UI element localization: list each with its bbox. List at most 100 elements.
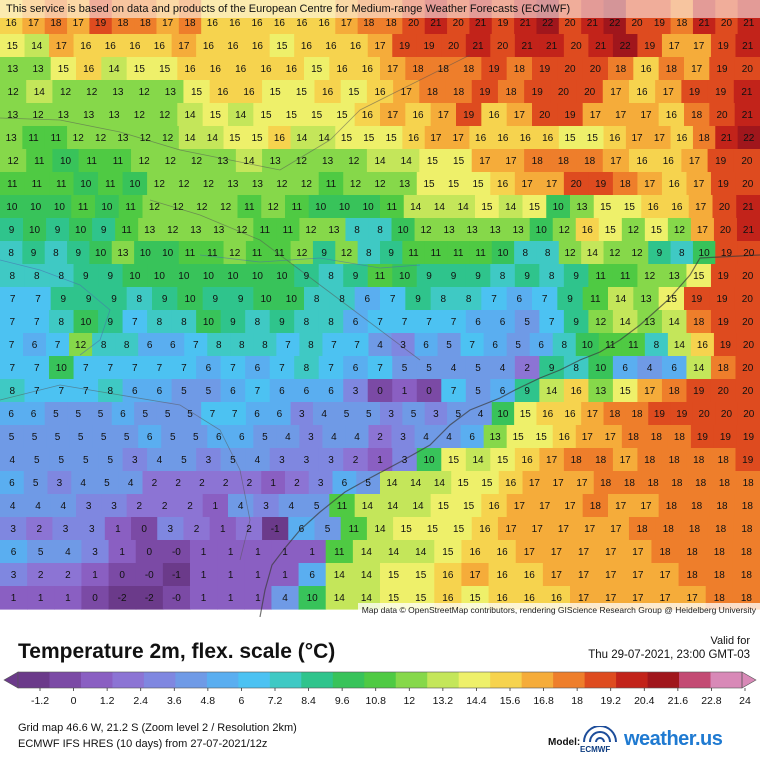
temperature-cell: [147, 172, 173, 196]
temperature-cell: [558, 241, 582, 265]
grid-value: 4: [80, 478, 86, 489]
temperature-cell: [612, 356, 639, 380]
temperature-cell: [340, 517, 368, 541]
temperature-cell: [135, 540, 164, 564]
state-borders: [0, 54, 471, 561]
temperature-cell: [713, 218, 738, 242]
temperature-cell: [514, 379, 540, 403]
grid-value: 10: [397, 225, 409, 236]
grid-value: 1: [115, 524, 121, 535]
temperature-cell: [608, 57, 634, 81]
grid-value: 12: [420, 225, 432, 236]
grid-value: 18: [714, 570, 726, 581]
grid-value: 16: [522, 455, 534, 466]
temperature-cell: [483, 218, 508, 242]
grid-value: 6: [353, 363, 359, 374]
temperature-cell: [710, 379, 737, 403]
grid-value: 18: [184, 18, 196, 29]
temperature-cell: [81, 586, 110, 610]
grid-value: 13: [227, 179, 239, 190]
grid-value: 18: [631, 409, 643, 420]
grid-value: 15: [600, 202, 612, 213]
grid-value: 11: [431, 248, 442, 259]
temperature-cell: [366, 80, 394, 104]
temperature-cell: [304, 103, 330, 127]
temperature-cell: [171, 448, 197, 472]
grid-value: 14: [362, 501, 374, 512]
temperature-cell: [490, 379, 516, 403]
grid-value: 17: [640, 110, 652, 121]
grid-value: 18: [663, 524, 675, 535]
temperature-cell: [245, 402, 269, 426]
temperature-cell: [603, 126, 627, 150]
grid-value: 19: [654, 409, 666, 420]
temperature-cell: [49, 172, 75, 196]
temperature-cell: [709, 287, 736, 311]
grid-value: 20: [564, 64, 576, 75]
grid-value: 18: [600, 478, 612, 489]
grid-value: 6: [239, 432, 245, 443]
grid-value: 10: [162, 248, 174, 259]
temperature-cell: [524, 80, 551, 104]
grid-value: 7: [9, 340, 15, 351]
grid-value: 5: [55, 432, 61, 443]
temperature-cell: [325, 586, 354, 610]
temperature-cell: [161, 425, 185, 449]
temperature-cell: [278, 287, 305, 311]
weather-us-logo[interactable]: weather.us: [624, 728, 723, 750]
grid-value: 18: [620, 179, 632, 190]
grid-value: 20: [721, 18, 733, 29]
grid-value: 20: [571, 41, 583, 52]
grid-value: 18: [624, 478, 636, 489]
grid-value: 5: [108, 455, 114, 466]
grid-value: 16: [542, 133, 554, 144]
legend-color-segment: [553, 672, 586, 688]
temperature-cell: [391, 425, 416, 449]
grid-value: 0: [141, 524, 147, 535]
temperature-cell: [447, 402, 471, 426]
temperature-cell: [122, 310, 148, 334]
temperature-cell: [318, 379, 344, 403]
temperature-cell: [196, 310, 222, 334]
grid-value: 6: [9, 478, 15, 489]
temperature-cell: [318, 264, 344, 288]
temperature-cell: [427, 471, 452, 495]
temperature-cell: [50, 57, 77, 81]
temperature-cell: [343, 264, 369, 288]
grid-value: 7: [83, 386, 89, 397]
grid-value: 14: [401, 156, 413, 167]
grid-value: 8: [328, 271, 334, 282]
grid-value: 18: [590, 501, 602, 512]
grid-value: -2: [118, 593, 127, 604]
grid-value: 15: [286, 110, 298, 121]
grid-value: 11: [292, 202, 303, 213]
temperature-cell: [54, 563, 83, 587]
temperature-cell: [314, 149, 342, 173]
grid-value: 3: [304, 455, 310, 466]
temperature-cell: [661, 34, 688, 58]
temperature-cell: [98, 172, 124, 196]
grid-value: 6: [279, 386, 285, 397]
grid-value: 6: [500, 386, 506, 397]
grid-value: 17: [514, 501, 526, 512]
temperature-cell: [253, 218, 277, 242]
grid-value: 9: [573, 271, 579, 282]
grid-value: 15: [386, 133, 398, 144]
temperature-cell: [497, 517, 525, 541]
grid-value: 12: [229, 248, 241, 259]
map-data-attribution[interactable]: Map data © OpenStreetMap contributors, r…: [357, 603, 760, 617]
temperature-cell: [343, 310, 369, 334]
legend-color-segment: [395, 672, 428, 688]
temperature-cell: [456, 494, 482, 518]
grid-value: 6: [500, 317, 506, 328]
grid-value: 5: [33, 478, 39, 489]
grid-value: 15: [481, 202, 493, 213]
grid-value: 18: [671, 478, 683, 489]
grid-value: 19: [715, 156, 727, 167]
temperature-map[interactable]: 16 17 18 17 19 18 18 17 18 16 16 16 16 16 16 17 18 18 20 21…: [0, 0, 760, 617]
grid-value: 18: [50, 18, 62, 29]
grid-value: 15: [605, 225, 617, 236]
grid-value: 9: [388, 248, 394, 259]
temperature-cell: [67, 241, 91, 265]
grid-value: 11: [337, 501, 348, 512]
